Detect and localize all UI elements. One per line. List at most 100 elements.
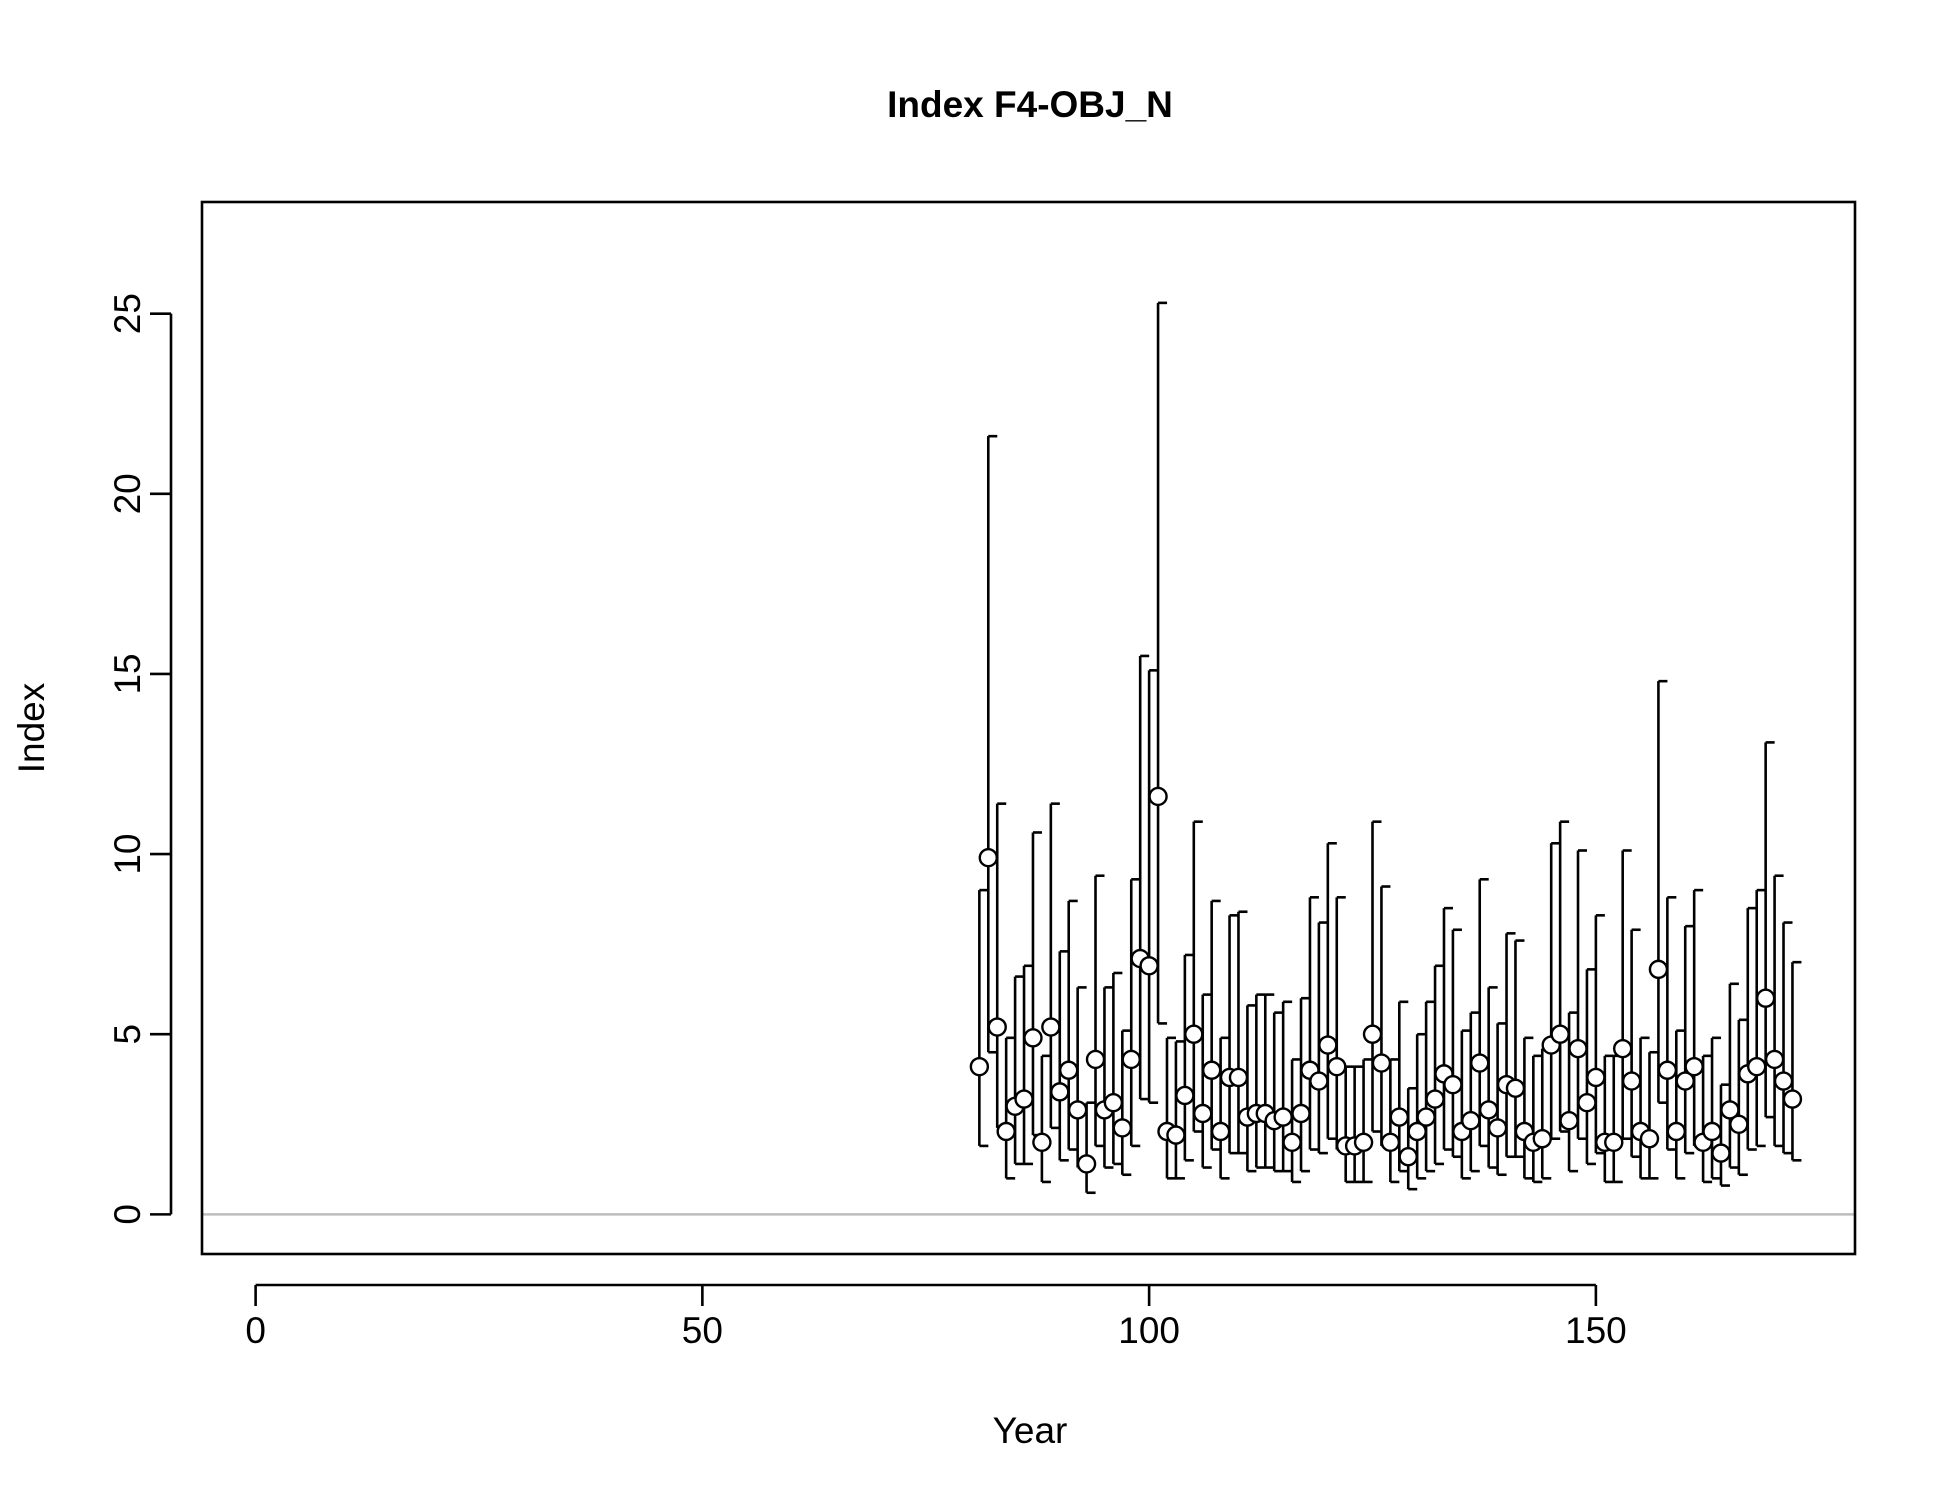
data-point (1085, 1049, 1106, 1070)
plot-frame (200, 200, 1857, 1256)
data-point-group (1675, 924, 1695, 1155)
data-point (1175, 1085, 1195, 1106)
x-tick-label: 50 (682, 1310, 723, 1351)
data-point-group (1246, 993, 1267, 1169)
data-point-group (1738, 906, 1758, 1151)
data-point-group (1711, 1083, 1731, 1187)
data-point (1764, 1049, 1785, 1070)
data-point-group (1416, 1000, 1436, 1173)
data-point-group (1505, 939, 1526, 1159)
data-point-group (1398, 1086, 1418, 1191)
data-point (1639, 1129, 1660, 1149)
data-point (1478, 1100, 1499, 1120)
data-point (1309, 1071, 1329, 1091)
data-point-group (1273, 1000, 1293, 1173)
data-point-group (1193, 993, 1213, 1169)
x-axis-title: Year (993, 1410, 1068, 1451)
data-point (1711, 1143, 1731, 1163)
data-point-group (1335, 1065, 1356, 1184)
data-point (1747, 1056, 1767, 1077)
data-point-group (1425, 964, 1445, 1166)
data-point-group (1130, 654, 1150, 1101)
data-point (1416, 1107, 1436, 1127)
data-point-group (1032, 1054, 1052, 1184)
data-point-group (1639, 1050, 1660, 1180)
data-point-group (1067, 986, 1088, 1169)
data-point (978, 847, 998, 868)
data-point-group (1148, 301, 1168, 1025)
data-point-group (1264, 1011, 1284, 1173)
data-point-group (1282, 1058, 1302, 1184)
data-point-group (1184, 820, 1204, 1133)
data-point (1487, 1118, 1508, 1138)
data-point-group (1014, 964, 1034, 1166)
data-point (1067, 1100, 1088, 1120)
y-tick-label: 25 (107, 293, 148, 334)
data-point (1550, 1024, 1570, 1044)
data-point-group (1586, 914, 1606, 1155)
data-point-group (1478, 986, 1499, 1169)
data-point-group (1434, 906, 1454, 1151)
data-point (1139, 956, 1159, 976)
data-point-group (1764, 874, 1785, 1148)
data-point (1398, 1147, 1418, 1167)
data-point (1702, 1121, 1722, 1142)
data-point-group (1121, 878, 1141, 1148)
data-point-group (1604, 1054, 1624, 1184)
data-point (1228, 1067, 1249, 1088)
data-point (1684, 1056, 1704, 1077)
y-tick-label: 0 (107, 1204, 148, 1225)
y-axis: 0 5 10 15 20 25 (107, 293, 173, 1225)
data-point (1353, 1132, 1374, 1153)
data-point-group (1076, 1101, 1097, 1195)
y-tick-label: 15 (107, 653, 148, 694)
data-point (1121, 1049, 1141, 1070)
data-point (1577, 1092, 1597, 1113)
data-point (1657, 1060, 1678, 1080)
data-point (1193, 1103, 1213, 1124)
data-point-group (1729, 1018, 1749, 1177)
data-point (1103, 1092, 1124, 1113)
data-point (1621, 1071, 1642, 1091)
data-point (1166, 1125, 1186, 1145)
data-point (1443, 1074, 1463, 1095)
data-point (1023, 1028, 1043, 1048)
data-point-group (1371, 885, 1392, 1148)
data-point-group (1139, 669, 1159, 1104)
data-point (996, 1121, 1016, 1142)
x-tick-label: 150 (1565, 1310, 1627, 1351)
data-point (1773, 1071, 1794, 1091)
data-point (1059, 1060, 1079, 1080)
data-point (1282, 1132, 1302, 1153)
data-point (987, 1017, 1007, 1037)
data-point (1148, 786, 1168, 807)
data-point (1318, 1035, 1338, 1055)
data-point-group (1550, 820, 1570, 1133)
data-point-group (1532, 1047, 1552, 1180)
data-point (1666, 1121, 1686, 1142)
data-point (1041, 1017, 1061, 1037)
data-point (1273, 1107, 1293, 1127)
data-point (1389, 1107, 1410, 1127)
data-point (1755, 988, 1776, 1008)
data-point-group (1327, 896, 1347, 1151)
data-point-group (1210, 1036, 1231, 1180)
chart-title: Index F4-OBJ_N (887, 84, 1173, 125)
data-point-group (1407, 1032, 1427, 1180)
data-point (1076, 1154, 1097, 1174)
data-point-group (1023, 831, 1043, 1137)
data-point-group (1782, 960, 1803, 1162)
data-point-group (1255, 993, 1275, 1169)
data-point (1532, 1129, 1552, 1149)
data-point (1112, 1118, 1133, 1138)
data-point-group (1612, 849, 1633, 1141)
data-point (1470, 1053, 1490, 1073)
data-point (1291, 1103, 1311, 1124)
data-point (1648, 959, 1669, 980)
data-point (1032, 1132, 1052, 1153)
x-tick-label: 100 (1118, 1310, 1180, 1351)
data-point-group (1747, 888, 1767, 1148)
data-point-group (1166, 1040, 1186, 1180)
data-point (1050, 1082, 1070, 1102)
